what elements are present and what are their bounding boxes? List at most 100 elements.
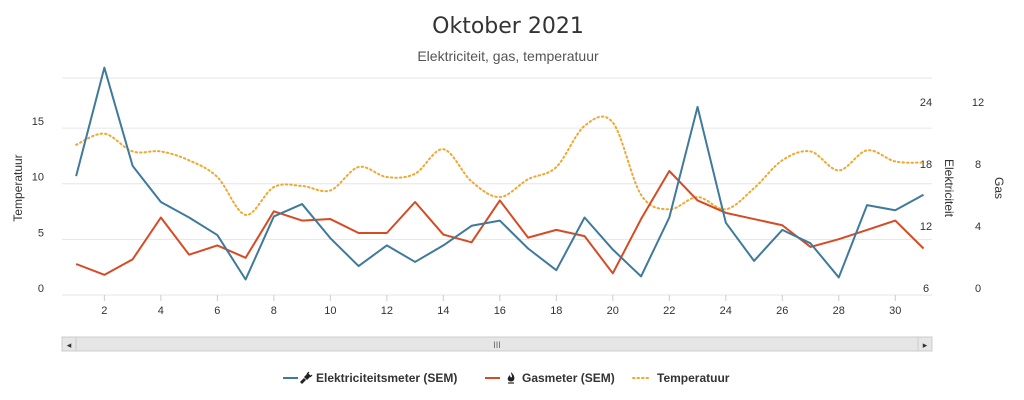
data-point-temperature[interactable] bbox=[778, 156, 786, 164]
scrollbar-right-arrow-icon[interactable]: ▸ bbox=[923, 341, 928, 351]
data-point-gas[interactable] bbox=[665, 167, 673, 175]
data-point-electricity[interactable] bbox=[213, 231, 221, 239]
data-point-temperature[interactable] bbox=[835, 166, 843, 174]
data-point-temperature[interactable] bbox=[411, 170, 419, 178]
data-point-gas[interactable] bbox=[411, 198, 419, 206]
data-point-electricity[interactable] bbox=[270, 212, 278, 220]
data-point-electricity[interactable] bbox=[383, 241, 391, 249]
data-point-electricity[interactable] bbox=[468, 222, 476, 230]
data-point-electricity[interactable] bbox=[694, 103, 702, 111]
legend-item-temperature[interactable]: Temperatuur bbox=[632, 371, 730, 385]
data-point-temperature[interactable] bbox=[298, 182, 306, 190]
data-point-temperature[interactable] bbox=[383, 173, 391, 181]
data-point-electricity[interactable] bbox=[581, 214, 589, 222]
data-point-gas[interactable] bbox=[326, 215, 334, 223]
data-point-temperature[interactable] bbox=[524, 175, 532, 183]
data-point-gas[interactable] bbox=[637, 215, 645, 223]
data-point-temperature[interactable] bbox=[920, 159, 928, 167]
data-point-temperature[interactable] bbox=[72, 141, 80, 149]
data-point-electricity[interactable] bbox=[807, 239, 815, 247]
data-point-gas[interactable] bbox=[835, 235, 843, 243]
data-point-electricity[interactable] bbox=[750, 257, 758, 265]
data-point-electricity[interactable] bbox=[722, 219, 730, 227]
y-tick-label-temperature: 5 bbox=[38, 227, 44, 239]
data-point-temperature[interactable] bbox=[581, 122, 589, 130]
data-point-temperature[interactable] bbox=[270, 183, 278, 191]
data-point-electricity[interactable] bbox=[552, 266, 560, 274]
data-point-gas[interactable] bbox=[920, 245, 928, 253]
series-line-electricity[interactable] bbox=[75, 66, 925, 281]
data-point-temperature[interactable] bbox=[807, 147, 815, 155]
data-point-gas[interactable] bbox=[496, 196, 504, 204]
data-point-gas[interactable] bbox=[468, 238, 476, 246]
data-point-temperature[interactable] bbox=[439, 145, 447, 153]
data-point-electricity[interactable] bbox=[524, 245, 532, 253]
data-point-gas[interactable] bbox=[750, 215, 758, 223]
data-point-electricity[interactable] bbox=[665, 214, 673, 222]
legend-item-gas[interactable]: Gasmeter (SEM) bbox=[485, 371, 615, 385]
data-point-electricity[interactable] bbox=[609, 246, 617, 254]
series-line-gas[interactable] bbox=[75, 170, 925, 276]
data-point-gas[interactable] bbox=[157, 214, 165, 222]
data-point-electricity[interactable] bbox=[637, 272, 645, 280]
legend-label-temperature[interactable]: Temperatuur bbox=[657, 371, 730, 385]
data-point-gas[interactable] bbox=[242, 254, 250, 262]
series-line-temperature[interactable] bbox=[75, 115, 925, 216]
data-point-temperature[interactable] bbox=[750, 184, 758, 192]
data-point-electricity[interactable] bbox=[242, 276, 250, 284]
data-point-electricity[interactable] bbox=[891, 206, 899, 214]
data-point-temperature[interactable] bbox=[468, 177, 476, 185]
data-point-gas[interactable] bbox=[891, 217, 899, 225]
grid-lines bbox=[62, 77, 932, 296]
data-point-electricity[interactable] bbox=[496, 217, 504, 225]
data-point-temperature[interactable] bbox=[637, 191, 645, 199]
data-point-gas[interactable] bbox=[439, 231, 447, 239]
data-point-electricity[interactable] bbox=[72, 172, 80, 180]
data-point-gas[interactable] bbox=[524, 234, 532, 242]
data-point-electricity[interactable] bbox=[411, 258, 419, 266]
data-point-gas[interactable] bbox=[581, 232, 589, 240]
legend-label-gas[interactable]: Gasmeter (SEM) bbox=[522, 371, 615, 385]
scrollbar-left-arrow-icon[interactable]: ◂ bbox=[67, 341, 72, 351]
data-point-gas[interactable] bbox=[213, 241, 221, 249]
data-point-electricity[interactable] bbox=[835, 273, 843, 281]
data-point-electricity[interactable] bbox=[355, 262, 363, 270]
data-point-temperature[interactable] bbox=[355, 163, 363, 171]
data-point-gas[interactable] bbox=[100, 271, 108, 279]
data-point-temperature[interactable] bbox=[891, 157, 899, 165]
legend-item-electricity[interactable]: Elektriciteitsmeter (SEM) bbox=[283, 371, 457, 385]
data-point-temperature[interactable] bbox=[326, 186, 334, 194]
data-point-temperature[interactable] bbox=[185, 156, 193, 164]
data-point-electricity[interactable] bbox=[778, 226, 786, 234]
data-point-temperature[interactable] bbox=[242, 211, 250, 219]
data-point-gas[interactable] bbox=[609, 269, 617, 277]
data-point-electricity[interactable] bbox=[920, 191, 928, 199]
data-point-temperature[interactable] bbox=[213, 173, 221, 181]
data-point-gas[interactable] bbox=[552, 226, 560, 234]
data-point-electricity[interactable] bbox=[326, 234, 334, 242]
data-point-temperature[interactable] bbox=[157, 147, 165, 155]
navigator-scrollbar[interactable]: ◂ III ▸ bbox=[61, 336, 933, 352]
scrollbar-right-button[interactable] bbox=[917, 336, 933, 352]
data-point-gas[interactable] bbox=[298, 217, 306, 225]
data-point-gas[interactable] bbox=[129, 255, 137, 263]
data-point-temperature[interactable] bbox=[609, 119, 617, 127]
data-point-electricity[interactable] bbox=[129, 162, 137, 170]
data-point-electricity[interactable] bbox=[157, 198, 165, 206]
data-point-gas[interactable] bbox=[72, 260, 80, 268]
data-point-gas[interactable] bbox=[383, 229, 391, 237]
data-point-electricity[interactable] bbox=[100, 64, 108, 72]
data-point-gas[interactable] bbox=[694, 196, 702, 204]
data-point-gas[interactable] bbox=[355, 229, 363, 237]
data-point-gas[interactable] bbox=[185, 251, 193, 259]
data-point-electricity[interactable] bbox=[298, 200, 306, 208]
data-point-temperature[interactable] bbox=[863, 146, 871, 154]
data-point-temperature[interactable] bbox=[552, 163, 560, 171]
data-point-gas[interactable] bbox=[863, 226, 871, 234]
scrollbar-thumb-grip[interactable]: III bbox=[493, 340, 501, 350]
data-point-temperature[interactable] bbox=[100, 130, 108, 138]
data-point-electricity[interactable] bbox=[439, 241, 447, 249]
data-point-electricity[interactable] bbox=[863, 201, 871, 209]
legend-label-electricity[interactable]: Elektriciteitsmeter (SEM) bbox=[316, 371, 457, 385]
data-point-electricity[interactable] bbox=[185, 214, 193, 222]
